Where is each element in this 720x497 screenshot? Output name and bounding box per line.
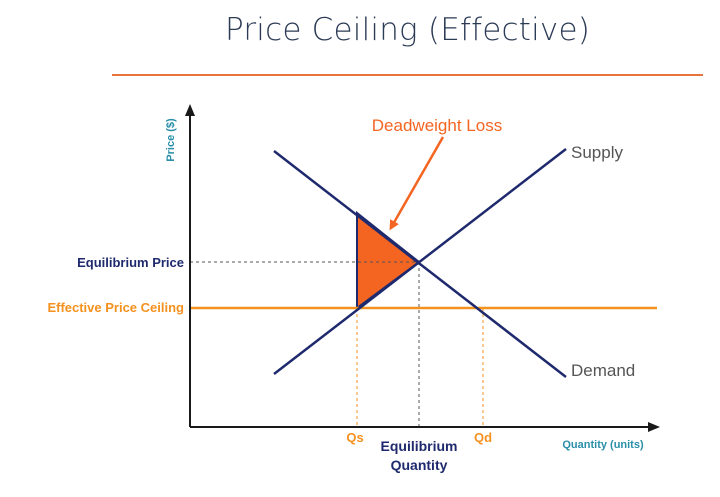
qd-label: Qd [474, 430, 492, 445]
title-divider [112, 74, 703, 76]
deadweight-loss-area [356, 210, 421, 310]
price-ceiling-label: Effective Price Ceiling [47, 300, 184, 315]
y-axis-arrow [185, 104, 195, 116]
y-axis-label: Price ($) [165, 118, 177, 162]
supply-curve [273, 148, 567, 375]
equilibrium-quantity-label-line1: Equilibrium [381, 438, 458, 454]
equilibrium-price-label: Equilibrium Price [77, 255, 184, 270]
deadweight-loss-arrow [389, 136, 445, 231]
qs-label: Qs [346, 430, 363, 445]
demand-curve [273, 150, 567, 378]
supply-label: Supply [571, 143, 623, 162]
deadweight-loss-label: Deadweight Loss [372, 116, 502, 135]
demand-label: Demand [571, 361, 635, 380]
x-axis-label: Quantity (units) [562, 439, 644, 451]
x-axis-arrow [648, 422, 660, 432]
equilibrium-quantity-label-line2: Quantity [391, 457, 448, 473]
page-title: Price Ceiling (Effective) [224, 12, 591, 48]
